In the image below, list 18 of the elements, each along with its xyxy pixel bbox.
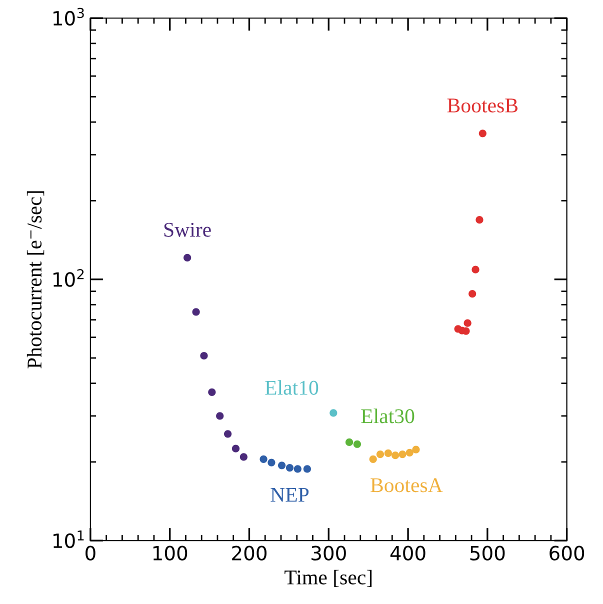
series-label: Swire [164,222,211,237]
x-tick-label: 100 [153,546,188,560]
y-tick-label: 10$^{3}$ [54,8,84,26]
x-tick-label: 300 [312,546,346,560]
x-axis-title: Time [sec] [284,570,372,588]
x-tick-label: 0 [86,546,96,560]
x-tick-label: 200 [232,546,267,560]
series-label: NEP [270,488,309,502]
y-tick-label: 10$^{1}$ [54,530,84,548]
y-axis-title: Photocurrent [e⁻/sec] [26,191,44,368]
x-tick-label: 600 [550,546,584,560]
x-tick-label: 500 [470,546,505,560]
series-label: BootesB [447,98,518,112]
series-label: Elat30 [361,408,414,424]
series-label: BootesA [370,478,443,492]
x-tick-label: 400 [390,546,426,560]
y-tick-label: 10$^{2}$ [54,269,84,287]
series-label: Elat10 [265,380,318,395]
